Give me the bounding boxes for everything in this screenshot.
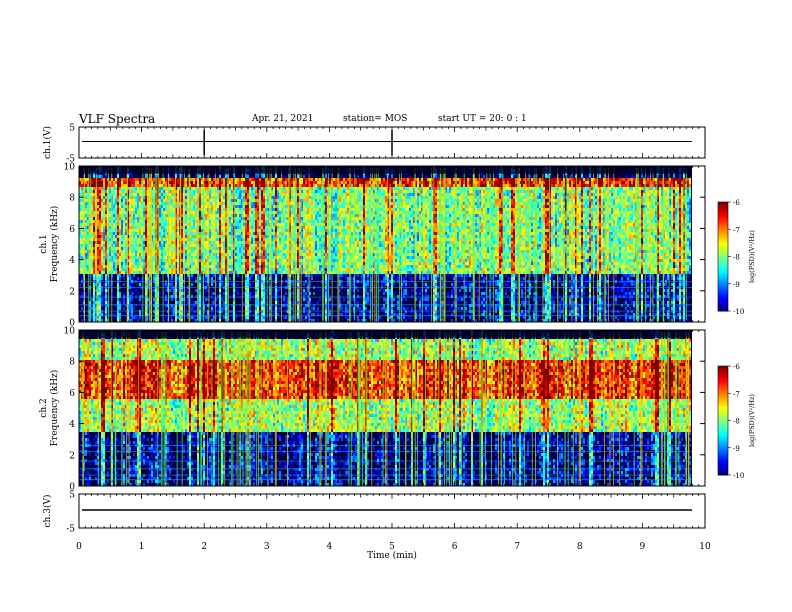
colorbar-tick-label: -8 [733,418,740,426]
x-tick-label: 9 [640,542,646,552]
y-tick-label: 8 [69,358,75,368]
panel-frame-4 [79,494,705,528]
y-tick-label: 2 [69,451,75,461]
colorbar-1 [718,202,731,312]
y-tick-label: 8 [69,194,75,204]
colorbar-tick-label: -9 [733,281,740,289]
x-tick-label: 10 [699,542,711,552]
colorbar-label: log(PSD)(V²/Hz) [748,394,756,447]
x-tick-label: 3 [264,542,270,552]
colorbar-tick-label: -6 [733,363,740,371]
colorbar-label: log(PSD)(V²/Hz) [748,230,756,283]
x-tick-label: 0 [76,542,82,552]
y-tick-label: 2 [69,287,75,297]
colorbar-tick-label: -10 [733,472,744,480]
y-tick-label: 10 [64,163,76,173]
y-axis-label: Frequency (kHz) [49,206,60,283]
x-tick-label: 2 [201,542,207,552]
colorbar-tick-label: -8 [733,254,740,262]
y-tick-label: 6 [69,225,75,235]
colorbar-tick-label: -9 [733,445,740,453]
y-tick-label: 6 [69,389,75,399]
x-tick-label: 8 [577,542,583,552]
y-tick-label: 4 [69,256,75,266]
spectrogram-2 [79,166,692,322]
colorbar-tick-label: -6 [733,199,740,207]
y-tick-label: 5 [69,124,75,134]
y-axis-label: ch.3(V) [42,495,53,528]
spectrogram-3 [79,330,692,486]
x-axis-label: Time (min) [367,550,417,561]
y-axis-label: ch.1 [39,234,49,253]
y-axis-label: ch.2 [39,398,49,417]
colorbar-2 [718,366,731,476]
x-tick-label: 4 [327,542,333,552]
y-axis-label: ch.1(V) [42,126,53,159]
x-tick-label: 7 [514,542,520,552]
colorbar-tick-label: -10 [733,308,744,316]
y-tick-label: 4 [69,420,75,430]
x-tick-label: 6 [452,542,458,552]
y-tick-label: 5 [69,491,75,501]
y-tick-label: -5 [66,525,75,535]
colorbar-tick-label: -7 [733,390,740,398]
colorbar-tick-label: -7 [733,226,740,234]
y-axis-label: Frequency (kHz) [49,370,60,447]
x-tick-label: 1 [139,542,145,552]
y-tick-label: 10 [64,327,76,337]
